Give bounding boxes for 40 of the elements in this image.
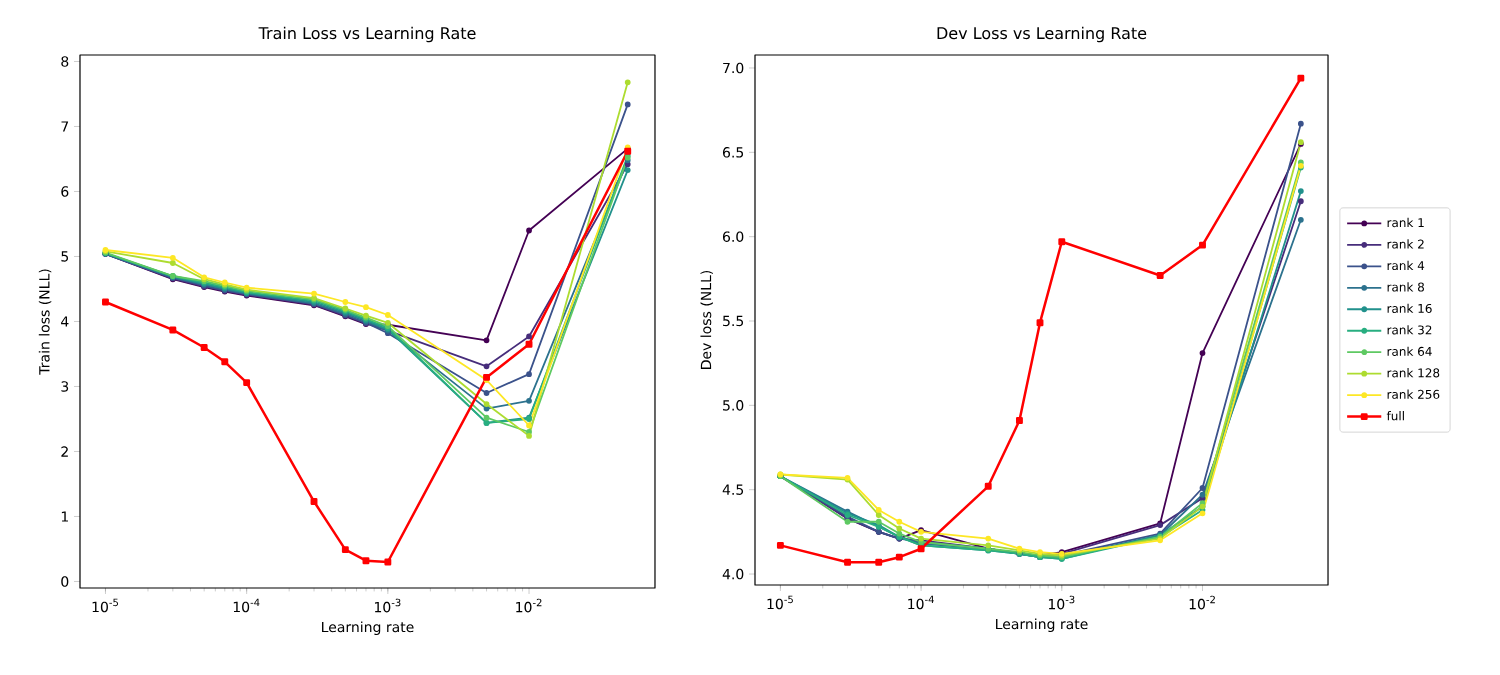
y-tick-label: 0 [61, 576, 69, 587]
x-axis-title: Learning rate [996, 618, 1088, 633]
y-tick-label: 5.0 [723, 400, 744, 411]
legend-label: rank 64 [1387, 346, 1432, 356]
x-tick-label: 10$^{-4}$ [233, 598, 260, 613]
y-tick-label: 4.5 [722, 484, 744, 495]
legend-label: rank 2 [1387, 239, 1424, 249]
x-tick-label: 10$^{-5}$ [92, 598, 118, 613]
y-tick-label: 1 [61, 511, 68, 522]
x-tick-label: 10$^{-4}$ [908, 595, 934, 610]
y-tick-label: 6.0 [722, 231, 744, 242]
y-axis-title: Train loss (NLL) [38, 269, 52, 375]
y-tick-label: 4.0 [722, 568, 744, 580]
y-tick-label: 5.5 [723, 315, 744, 327]
y-tick-label: 3 [61, 381, 69, 392]
y-tick-label: 2 [61, 446, 68, 457]
legend-label: rank 128 [1387, 368, 1440, 378]
x-tick-label: 10$^{-2}$ [516, 598, 542, 613]
x-axis-title: Learning rate [322, 621, 414, 636]
legend-label: rank 16 [1387, 303, 1432, 313]
legend-label: rank 256 [1387, 389, 1440, 399]
y-tick-label: 7.0 [723, 62, 744, 74]
y-tick-label: 4 [61, 316, 69, 327]
legend-label: rank 4 [1387, 260, 1425, 271]
y-axis-title: Dev loss (NLL) [700, 270, 713, 369]
y-tick-label: 5 [61, 251, 69, 262]
y-tick-label: 8 [61, 56, 69, 67]
y-tick-label: 6.5 [722, 147, 744, 158]
chart-title: Train Loss vs Learning Rate [258, 26, 476, 43]
x-tick-label: 10$^{-5}$ [767, 595, 793, 610]
legend-label: rank 32 [1387, 325, 1432, 335]
x-tick-label: 10$^{-2}$ [1189, 595, 1215, 610]
chart-title: Dev Loss vs Learning Rate [937, 26, 1147, 43]
y-tick-label: 6 [61, 186, 69, 197]
y-tick-label: 7 [61, 121, 69, 132]
legend-label: rank 1 [1387, 217, 1424, 228]
x-tick-label: 10$^{-3}$ [374, 598, 401, 613]
legend-label: full [1386, 411, 1404, 421]
x-tick-label: 10$^{-3}$ [1048, 595, 1075, 610]
legend-label: rank 8 [1387, 282, 1424, 292]
